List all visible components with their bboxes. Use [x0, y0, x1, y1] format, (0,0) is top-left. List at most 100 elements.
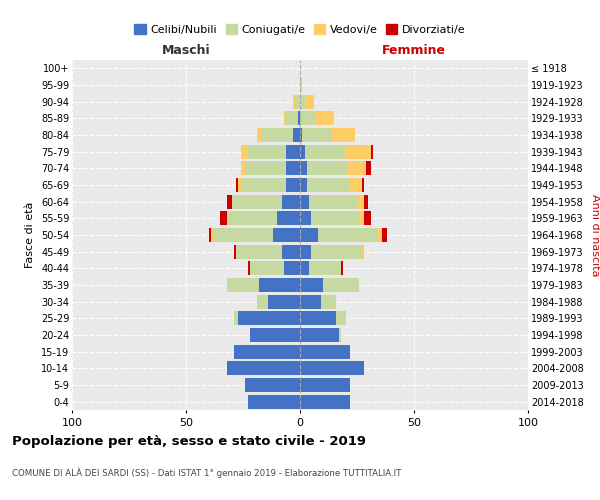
- Bar: [300, 394, 350, 408]
- Bar: [227, 211, 300, 226]
- Bar: [300, 278, 323, 292]
- Text: COMUNE DI ALÀ DEI SARDI (SS) - Dati ISTAT 1° gennaio 2019 - Elaborazione TUTTITA: COMUNE DI ALÀ DEI SARDI (SS) - Dati ISTA…: [12, 468, 401, 478]
- Bar: [227, 361, 300, 376]
- Bar: [286, 161, 300, 176]
- Bar: [250, 328, 300, 342]
- Bar: [300, 328, 341, 342]
- Bar: [241, 161, 300, 176]
- Bar: [257, 128, 300, 142]
- Bar: [300, 78, 302, 92]
- Bar: [300, 394, 350, 408]
- Bar: [300, 128, 355, 142]
- Bar: [300, 278, 359, 292]
- Bar: [300, 161, 307, 176]
- Bar: [234, 311, 300, 326]
- Bar: [300, 294, 337, 308]
- Bar: [300, 228, 386, 242]
- Bar: [300, 328, 341, 342]
- Bar: [300, 294, 337, 308]
- Bar: [300, 311, 346, 326]
- Bar: [241, 144, 300, 159]
- Bar: [268, 294, 300, 308]
- Bar: [234, 344, 300, 358]
- Bar: [227, 361, 300, 376]
- Bar: [300, 211, 371, 226]
- Bar: [300, 112, 334, 126]
- Bar: [245, 378, 300, 392]
- Bar: [293, 94, 300, 109]
- Bar: [245, 378, 300, 392]
- Bar: [250, 261, 300, 276]
- Text: Maschi: Maschi: [161, 44, 211, 57]
- Bar: [300, 178, 350, 192]
- Bar: [286, 144, 300, 159]
- Bar: [300, 261, 309, 276]
- Bar: [300, 261, 341, 276]
- Bar: [300, 228, 318, 242]
- Bar: [300, 194, 309, 209]
- Bar: [232, 194, 300, 209]
- Bar: [300, 378, 350, 392]
- Y-axis label: Fasce di età: Fasce di età: [25, 202, 35, 268]
- Bar: [300, 244, 364, 259]
- Bar: [227, 361, 300, 376]
- Bar: [227, 278, 300, 292]
- Bar: [300, 394, 350, 408]
- Bar: [236, 244, 300, 259]
- Bar: [257, 128, 300, 142]
- Y-axis label: Anni di nascita: Anni di nascita: [590, 194, 600, 276]
- Bar: [300, 194, 357, 209]
- Bar: [300, 144, 346, 159]
- Bar: [241, 144, 300, 159]
- Bar: [234, 311, 300, 326]
- Text: Femmine: Femmine: [382, 44, 446, 57]
- Bar: [234, 344, 300, 358]
- Bar: [300, 361, 364, 376]
- Bar: [248, 261, 300, 276]
- Bar: [227, 361, 300, 376]
- Bar: [300, 228, 382, 242]
- Bar: [300, 378, 350, 392]
- Bar: [259, 278, 300, 292]
- Bar: [236, 178, 300, 192]
- Bar: [300, 128, 332, 142]
- Bar: [250, 328, 300, 342]
- Bar: [300, 378, 350, 392]
- Bar: [293, 94, 300, 109]
- Bar: [284, 112, 300, 126]
- Bar: [234, 244, 300, 259]
- Bar: [300, 194, 364, 209]
- Bar: [300, 161, 366, 176]
- Bar: [300, 128, 355, 142]
- Bar: [300, 311, 337, 326]
- Bar: [248, 394, 300, 408]
- Bar: [284, 261, 300, 276]
- Bar: [300, 361, 364, 376]
- Bar: [282, 194, 300, 209]
- Bar: [250, 328, 300, 342]
- Bar: [300, 178, 307, 192]
- Bar: [300, 244, 311, 259]
- Bar: [245, 378, 300, 392]
- Bar: [282, 244, 300, 259]
- Bar: [300, 361, 364, 376]
- Bar: [300, 361, 364, 376]
- Bar: [300, 311, 346, 326]
- Bar: [300, 378, 350, 392]
- Bar: [300, 94, 305, 109]
- Bar: [300, 161, 371, 176]
- Bar: [300, 112, 334, 126]
- Bar: [300, 344, 350, 358]
- Bar: [250, 328, 300, 342]
- Bar: [300, 211, 311, 226]
- Bar: [220, 211, 300, 226]
- Bar: [250, 261, 300, 276]
- Bar: [227, 278, 300, 292]
- Bar: [300, 211, 359, 226]
- Bar: [234, 344, 300, 358]
- Bar: [300, 244, 362, 259]
- Bar: [300, 144, 371, 159]
- Bar: [293, 128, 300, 142]
- Bar: [248, 144, 300, 159]
- Bar: [248, 394, 300, 408]
